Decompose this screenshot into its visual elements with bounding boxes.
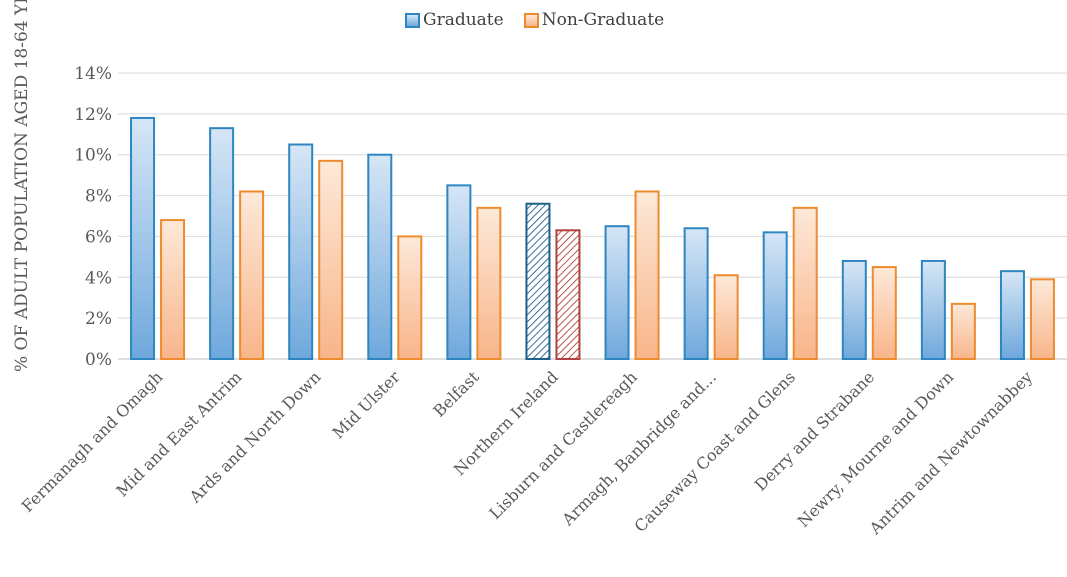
legend-label-graduate: Graduate: [423, 10, 504, 30]
bar-non-graduate: [555, 229, 581, 360]
y-tick-label: 10%: [74, 146, 112, 166]
bar-non-graduate: [950, 302, 976, 361]
bar-non-graduate: [792, 206, 818, 360]
y-tick-label: 6%: [85, 227, 112, 247]
y-tick-label: 4%: [85, 268, 112, 288]
bar-graduate: [525, 202, 551, 360]
bar-graduate: [288, 143, 314, 360]
bar-graduate: [683, 227, 709, 360]
legend: Graduate Non-Graduate: [405, 10, 684, 30]
legend-item-non-graduate: Non-Graduate: [523, 10, 665, 30]
legend-swatch-graduate: [405, 12, 420, 28]
bar-non-graduate: [318, 159, 344, 360]
x-tick-label: Fermanagh and Omagh: [18, 367, 167, 516]
x-tick-label: Belfast: [429, 367, 483, 421]
bar-non-graduate: [1029, 278, 1055, 361]
bar-graduate: [841, 259, 867, 361]
bar-non-graduate: [871, 266, 897, 361]
bar-non-graduate: [397, 235, 423, 360]
bar-non-graduate: [476, 206, 502, 360]
legend-label-non-graduate: Non-Graduate: [541, 10, 665, 30]
bar-graduate: [367, 153, 393, 360]
y-tick-label: 12%: [74, 105, 112, 125]
y-tick-label: 2%: [85, 309, 112, 329]
bar-graduate: [130, 116, 156, 360]
y-tick-label: 0%: [85, 350, 112, 370]
bar-non-graduate: [160, 219, 186, 360]
bar-non-graduate: [713, 274, 739, 360]
x-tick-label: Ards and North Down: [185, 367, 325, 507]
x-tick-label: Antrim and Newtownabbey: [865, 367, 1036, 538]
y-tick-label: 14%: [74, 64, 112, 84]
x-tick-label: Lisburn and Castlereagh: [485, 367, 641, 523]
bar-non-graduate: [239, 190, 265, 360]
bar-graduate: [762, 231, 788, 360]
legend-swatch-non-graduate: [523, 12, 539, 28]
bar-graduate: [209, 127, 235, 360]
bar-graduate: [604, 225, 630, 360]
x-tick-label: Mid Ulster: [329, 367, 404, 442]
bar-graduate: [999, 270, 1025, 360]
bar-graduate: [446, 184, 472, 360]
bar-graduate: [920, 259, 946, 361]
bar-non-graduate: [634, 190, 660, 360]
x-tick-label: Causeway Coast and Glens: [631, 367, 800, 536]
y-tick-label: 8%: [85, 187, 112, 207]
x-tick-label: Armagh, Banbridge and...: [558, 367, 720, 529]
y-axis-label: % OF ADULT POPULATION AGED 18-64 YEARS: [12, 0, 32, 372]
x-tick-label: Newry, Mourne and Down: [794, 367, 958, 531]
legend-item-graduate: Graduate: [405, 10, 504, 30]
